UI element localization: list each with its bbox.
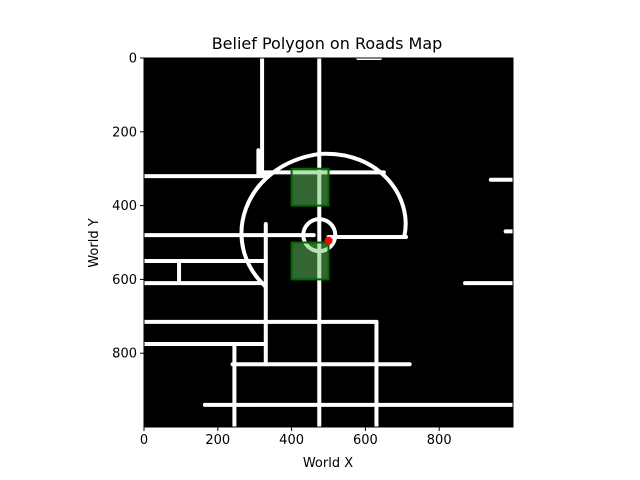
- y-tick-label: 0: [129, 52, 137, 67]
- y-axis: 0 200 400 600 800: [112, 52, 144, 362]
- x-tick-label: 600: [353, 433, 378, 448]
- y-axis-label: World Y: [87, 218, 102, 267]
- y-tick-label: 600: [112, 273, 137, 288]
- x-axis-label: World X: [303, 456, 353, 471]
- y-tick-label: 200: [112, 125, 137, 140]
- belief-polygon: [290, 241, 330, 281]
- curved-road: [239, 151, 408, 289]
- axes-frame: [143, 57, 514, 428]
- belief-polygon: [290, 167, 330, 207]
- plot-area: [143, 57, 514, 428]
- y-tick-label: 800: [112, 347, 137, 362]
- x-tick-label: 200: [205, 433, 230, 448]
- x-tick-label: 800: [427, 433, 452, 448]
- estimate-point: [324, 236, 333, 245]
- map-layer: [144, 58, 513, 427]
- y-tick-label: 400: [112, 199, 137, 214]
- chart-title: Belief Polygon on Roads Map: [212, 34, 443, 53]
- x-tick-label: 400: [279, 433, 304, 448]
- x-tick-label: 0: [140, 433, 148, 448]
- x-axis: 0 200 400 600 800: [140, 427, 452, 448]
